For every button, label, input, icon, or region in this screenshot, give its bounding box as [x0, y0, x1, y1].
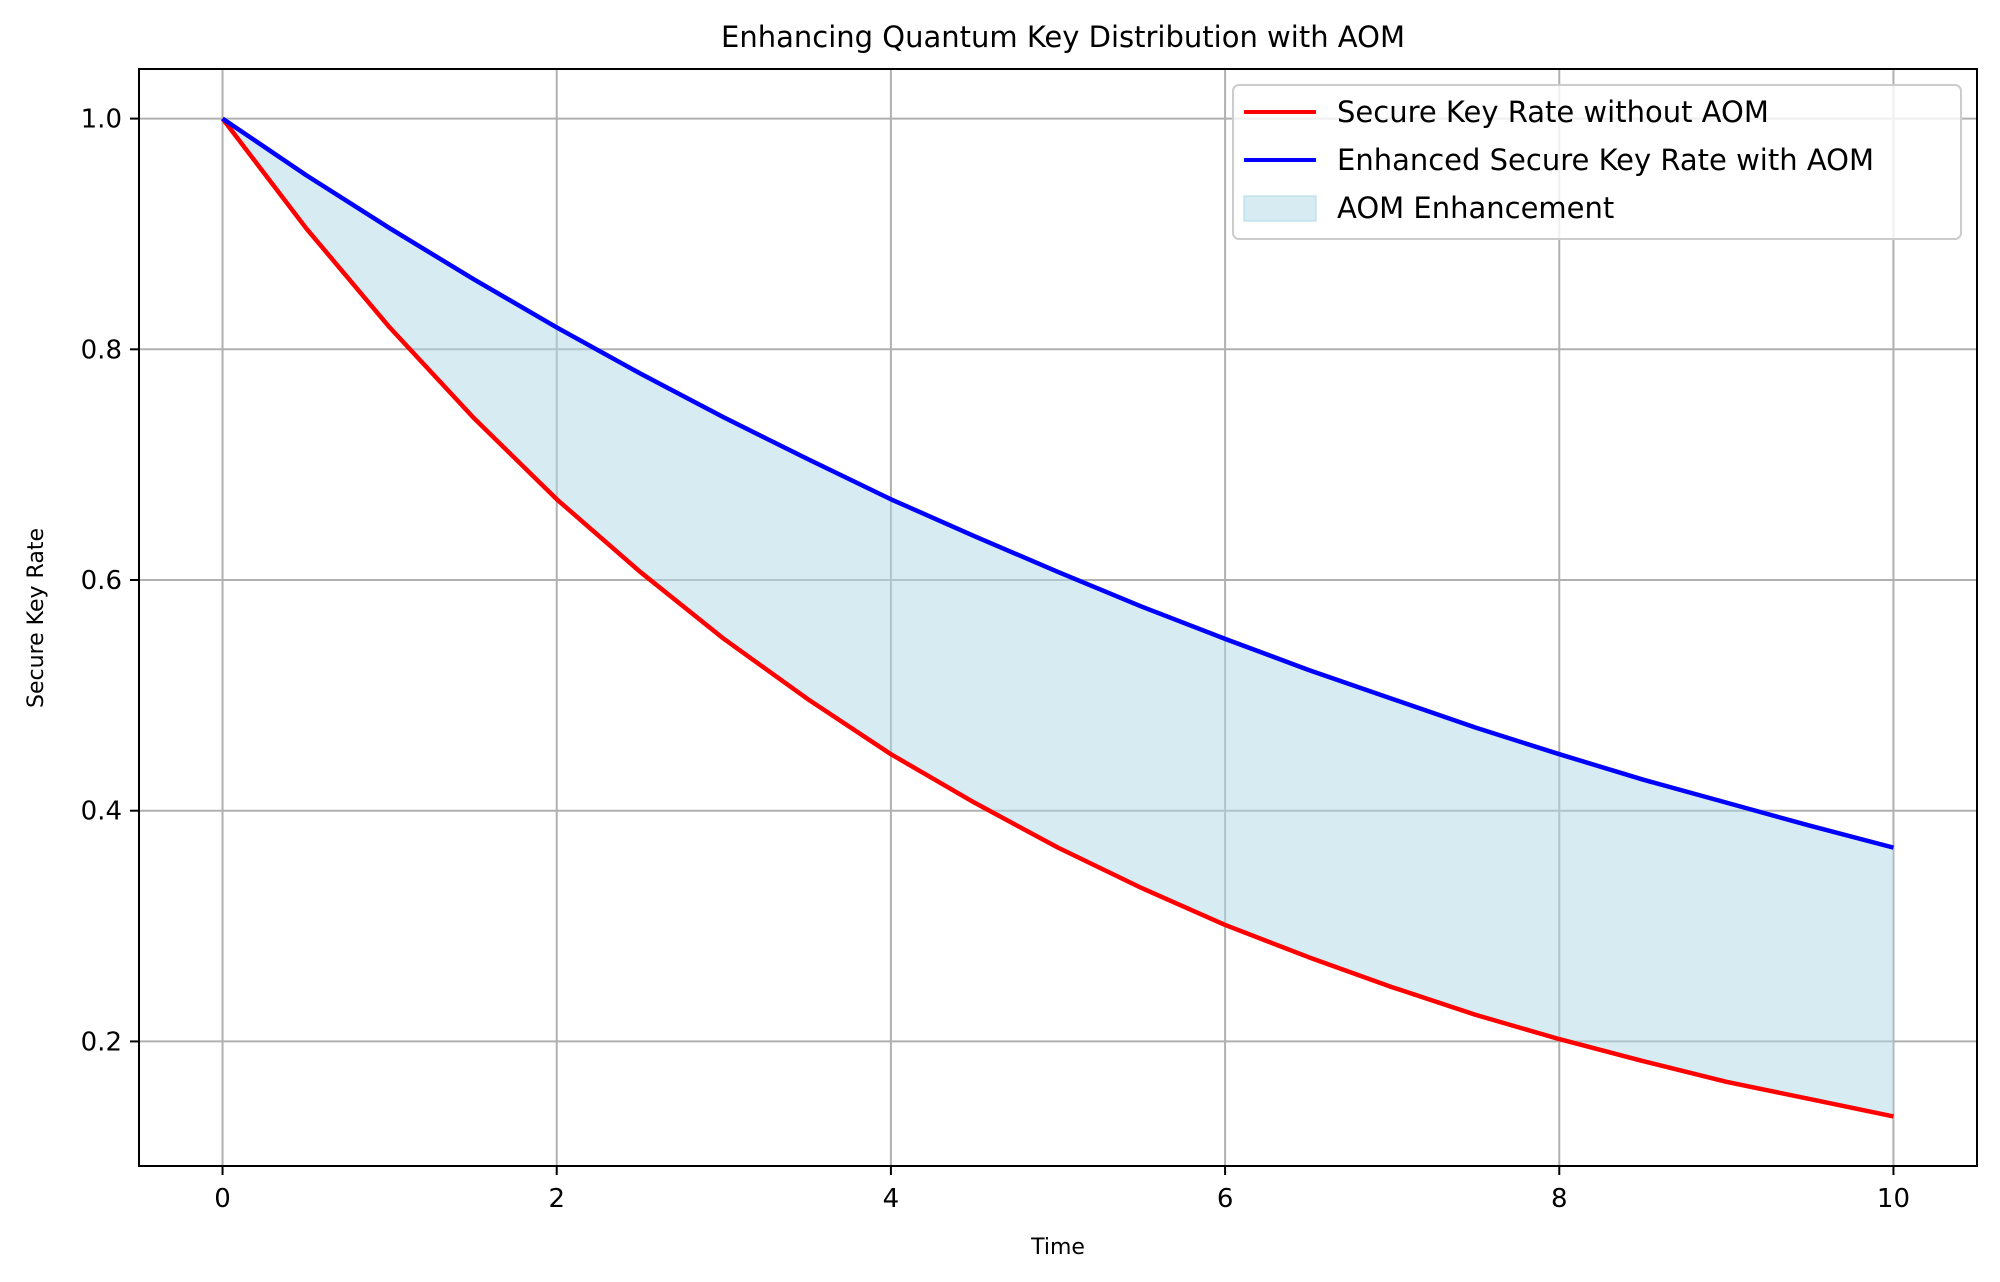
x-tick-label: 8: [1551, 1184, 1568, 1214]
y-tick-label: 0.6: [81, 566, 122, 596]
chart-title: Enhancing Quantum Key Distribution with …: [721, 20, 1405, 54]
aom-enhancement-fill: [222, 118, 1894, 1117]
x-tick-label: 10: [1877, 1184, 1910, 1214]
y-tick-label: 0.8: [81, 335, 122, 365]
plot-frame: [138, 68, 1978, 1167]
x-axis-label: Time: [1030, 1235, 1085, 1260]
axis-ticks: 0 2 4 6 8 10 0.2 0.4 0.6 0.8 1.0: [81, 105, 1910, 1214]
legend-label-enhanced-key-rate: Enhanced Secure Key Rate with AOM: [1337, 143, 1874, 177]
enhanced-key-rate-line: [221, 116, 1895, 850]
secure-key-rate-line: [220, 117, 1894, 1119]
legend-label-aom-enhancement: AOM Enhancement: [1337, 191, 1614, 225]
fill-area-layer: [222, 118, 1894, 1117]
x-tick-label: 6: [1217, 1184, 1234, 1214]
series-lines: [220, 116, 1895, 1119]
legend-label-secure-key-rate: Secure Key Rate without AOM: [1337, 95, 1769, 129]
y-tick-label: 0.2: [81, 1027, 122, 1057]
legend: Secure Key Rate without AOM Enhanced Sec…: [1232, 84, 1962, 240]
legend-swatch-aom-enhancement: [1243, 195, 1317, 222]
x-tick-label: 2: [548, 1184, 565, 1214]
y-tick-label: 0.4: [81, 797, 122, 827]
x-tick-label: 0: [214, 1184, 231, 1214]
y-axis-label: Secure Key Rate: [24, 528, 49, 708]
x-tick-label: 4: [883, 1184, 900, 1214]
y-tick-label: 1.0: [81, 105, 122, 135]
legend-box: [1232, 84, 1962, 240]
